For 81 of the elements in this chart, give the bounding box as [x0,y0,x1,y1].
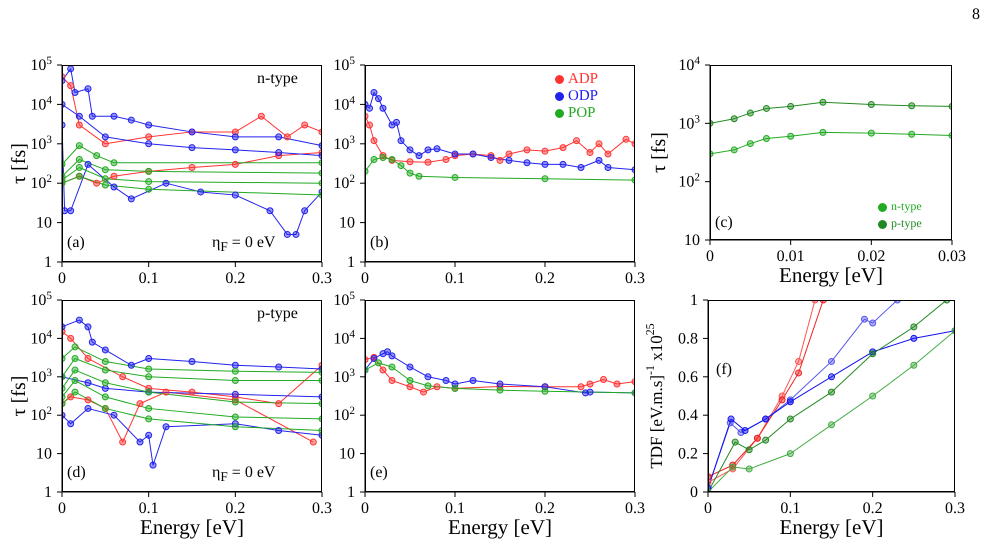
annotation: n-type [257,69,298,89]
x-tick-label: 0.1 [138,270,159,287]
y-tick-label: 10$^{2}$ [333,405,355,424]
x-tick-label: 0.3 [945,500,965,517]
x-tick-label: 0.2 [862,500,883,517]
y-tick-label: 10$^{5}$ [30,290,52,309]
y-axis-title: τ [fs] [648,132,670,173]
y-tick-label: 10 [36,214,52,232]
x-tick-label: 0.1 [445,500,465,517]
annotation: (a) [67,233,85,253]
annotation: p-type [257,304,298,324]
x-tick-label: 0.02 [857,248,886,265]
y-axis-title: τ [fs] [8,376,30,416]
y-tick-label: 10$^{4}$ [333,328,356,348]
y-tick-label: 1 [347,254,355,271]
y-tick-label: 10 [339,446,355,463]
x-tick-label: 0.3 [625,500,645,517]
y-tick-label: 10$^{3}$ [678,113,700,132]
legend-label: p-type [891,216,922,230]
y-tick-label: 10$^{5}$ [30,55,52,74]
y-tick-label: 10$^{2}$ [678,172,700,191]
y-tick-label: 10$^{3}$ [30,134,52,153]
x-axis-title: Energy [eV] [140,515,244,539]
y-tick-label: 10 [684,232,700,249]
y-tick-label: 1 [690,292,698,309]
x-tick-label: 0.1 [445,270,465,287]
x-tick-label: 0 [58,270,66,287]
x-tick-label: 0 [704,500,712,517]
y-tick-label: 1 [44,484,52,501]
x-tick-label: 0.2 [535,270,555,287]
y-axis-title: τ [fs] [8,143,30,184]
annotation: η$_{F}$ = 0 eV [212,463,276,486]
x-axis-title: Energy [eV] [779,263,883,287]
annotation: (c) [715,213,733,233]
x-tick-label: 0.3 [312,270,332,287]
x-tick-label: 0.3 [312,500,332,517]
y-tick-label: 10 [36,446,52,463]
y-tick-label: 10$^{4}$ [678,55,700,74]
x-tick-label: 0 [361,270,369,287]
y-tick-label: 10$^{2}$ [333,173,355,192]
y-tick-label: 10$^{4}$ [30,94,52,114]
legend-label: POP [568,105,596,121]
y-tick-label: 10$^{5}$ [333,290,356,309]
y-tick-label: 0 [690,484,698,501]
text: 8 [972,5,980,25]
x-tick-label: 0.1 [780,500,800,517]
x-tick-label: 0 [706,248,714,265]
y-tick-label: 10$^{2}$ [30,173,52,192]
annotation: (d) [67,463,86,483]
y-tick-label: 1 [44,254,52,271]
x-tick-label: 0.2 [225,500,246,517]
x-tick-label: 0.03 [938,248,966,265]
annotation: (e) [370,463,388,483]
y-tick-label: 0.8 [678,330,698,348]
y-tick-label: 0.6 [678,368,698,386]
y-tick-label: 10$^{4}$ [333,94,356,114]
y-tick-label: 10 [339,214,355,232]
y-tick-label: 10$^{3}$ [30,366,52,386]
legend-label: n-type [891,199,922,213]
y-tick-label: 10$^{2}$ [30,405,52,424]
legend-label: ADP [568,71,598,87]
x-axis-title: Energy [eV] [448,515,552,539]
y-tick-label: 10$^{5}$ [333,55,356,74]
annotation: η$_{F}$ = 0 eV [212,233,276,256]
x-tick-label: 0.3 [625,270,645,287]
y-tick-label: 0.2 [678,446,698,463]
y-tick-label: 10$^{4}$ [30,328,52,348]
legend-label: ODP [568,88,598,104]
x-tick-label: 0 [361,500,369,517]
y-tick-label: 10$^{3}$ [333,134,356,153]
y-tick-label: 10$^{3}$ [333,366,356,386]
y-tick-label: 1 [347,484,355,501]
y-tick-label: 0.4 [678,407,698,424]
annotation: (b) [370,233,389,253]
x-axis-title: Energy [eV] [780,515,884,539]
annotation: (f) [716,360,732,380]
x-tick-label: 0.2 [535,500,555,517]
x-tick-label: 0.01 [776,248,805,265]
x-tick-label: 0 [58,500,66,517]
x-tick-label: 0.1 [138,500,159,517]
x-tick-label: 0.2 [225,270,246,287]
